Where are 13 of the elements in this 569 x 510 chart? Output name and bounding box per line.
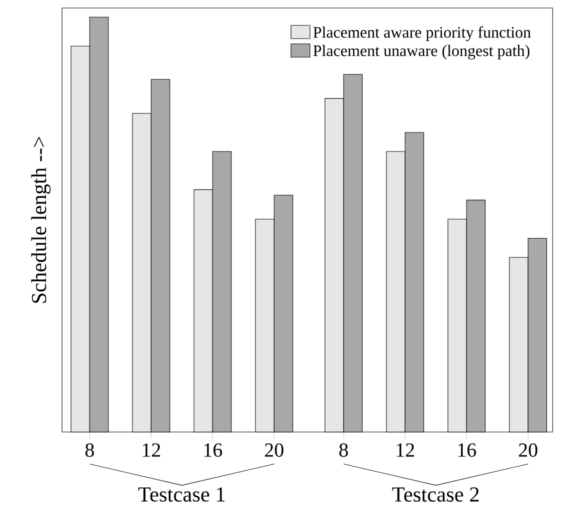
- x-tick-label: 16: [458, 443, 476, 457]
- x-tick-label: 12: [396, 443, 414, 457]
- legend-label: Placement aware priority function: [313, 26, 531, 42]
- text: Testcase 1: [138, 487, 225, 502]
- x-tick-label: 12: [142, 443, 160, 457]
- y-axis-title: Schedule length -->: [31, 136, 51, 303]
- x-tick-label: 16: [204, 443, 222, 457]
- text: Testcase 2: [392, 487, 479, 502]
- x-tick-label: 20: [265, 443, 284, 457]
- legend-label: Placement unaware (longest path): [313, 44, 530, 60]
- x-tick-label: 8: [339, 443, 348, 457]
- x-tick-label: 8: [85, 443, 94, 457]
- x-tick-label: 20: [518, 443, 538, 457]
